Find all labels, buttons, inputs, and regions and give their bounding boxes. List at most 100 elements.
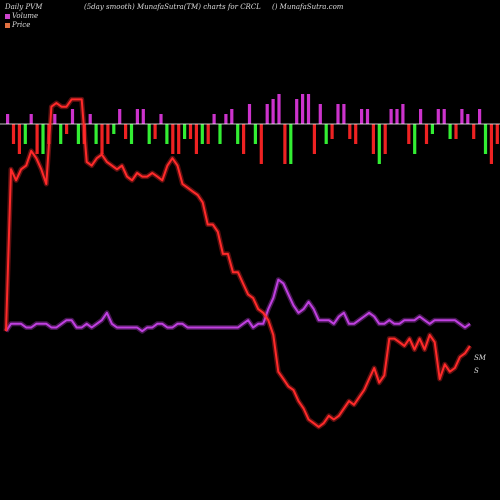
volume-bar xyxy=(106,124,110,144)
volume-bar xyxy=(306,94,311,124)
volume-bar xyxy=(424,124,429,144)
chart-title: (5day smooth) MunafaSutra(TM) charts for… xyxy=(84,3,261,11)
chart-label: Daily PVM xyxy=(5,3,43,11)
price-line xyxy=(5,98,471,428)
volume-bar xyxy=(413,124,417,154)
volume-bar xyxy=(283,124,287,164)
volume-bar xyxy=(194,124,198,154)
volume-bar xyxy=(218,124,222,144)
volume-bar xyxy=(301,94,305,124)
volume-bar xyxy=(348,124,352,139)
volume-bar xyxy=(407,124,411,144)
volume-bar xyxy=(419,109,423,124)
volume-bar xyxy=(29,114,33,124)
volume-bar xyxy=(183,124,187,139)
volume-bar xyxy=(124,124,128,139)
volume-bar xyxy=(242,124,246,154)
volume-bar xyxy=(466,114,470,124)
volume-bar xyxy=(330,124,334,139)
volume-bar xyxy=(247,104,252,124)
volume-bar xyxy=(336,104,340,124)
volume-bar xyxy=(324,124,328,144)
price-end-label: S xyxy=(474,367,479,375)
volume-bar xyxy=(159,114,163,124)
volume-bar xyxy=(383,124,387,154)
volume-bar xyxy=(88,114,92,124)
volume-bar xyxy=(118,109,122,124)
volume-bar xyxy=(147,124,151,144)
volume-bar xyxy=(135,109,139,124)
volume-bar xyxy=(206,124,210,144)
volume-bar xyxy=(11,124,16,144)
volume-bar xyxy=(165,124,169,144)
volume-bar xyxy=(483,124,488,154)
volume-bar xyxy=(17,124,21,154)
volume-bar xyxy=(277,94,281,124)
volume-bar xyxy=(342,104,346,124)
volume-bar xyxy=(23,124,27,144)
volume-bar xyxy=(230,109,234,124)
volume-bar xyxy=(129,124,134,144)
volume-bar xyxy=(177,124,181,154)
volume-bar xyxy=(454,124,458,139)
volume-bar xyxy=(212,114,216,124)
volume-bar xyxy=(395,109,399,124)
volume-bar xyxy=(389,109,393,124)
volume-bar xyxy=(59,124,63,144)
volume-bar xyxy=(448,124,452,139)
volume-bar xyxy=(377,124,381,164)
volume-bar xyxy=(436,109,440,124)
volume-bar xyxy=(259,124,263,164)
volume-bar xyxy=(289,124,293,164)
volume-bar xyxy=(312,124,316,154)
sma-line xyxy=(5,278,471,333)
volume-bar xyxy=(360,109,364,124)
volume-bars xyxy=(6,94,499,164)
volume-bar xyxy=(41,124,45,154)
legend-price: Price xyxy=(5,21,30,29)
volume-bar xyxy=(295,99,299,124)
volume-bar xyxy=(53,114,57,124)
volume-bar xyxy=(442,109,446,124)
volume-bar xyxy=(489,124,493,164)
volume-swatch-icon xyxy=(5,13,10,19)
volume-bar xyxy=(365,109,370,124)
volume-bar xyxy=(472,124,476,139)
volume-bar xyxy=(94,124,98,144)
volume-bar xyxy=(141,109,145,124)
volume-bar xyxy=(188,124,193,139)
volume-bar xyxy=(70,109,75,124)
volume-bar xyxy=(76,124,80,144)
volume-bar xyxy=(35,124,39,154)
volume-bar xyxy=(271,99,275,124)
legend-volume-label: Volume xyxy=(12,12,39,20)
volume-bar xyxy=(112,124,116,134)
volume-bar xyxy=(65,124,69,134)
volume-bar xyxy=(430,124,434,134)
volume-bar xyxy=(153,124,157,139)
site-credit: () MunafaSutra.com xyxy=(272,3,344,11)
legend-price-label: Price xyxy=(12,21,31,29)
volume-bar xyxy=(171,124,175,154)
volume-bar xyxy=(224,114,228,124)
volume-bar xyxy=(371,124,375,154)
volume-bar xyxy=(495,124,499,144)
volume-bar xyxy=(265,104,269,124)
volume-bar xyxy=(478,109,482,124)
volume-bar xyxy=(100,124,104,154)
volume-bar xyxy=(460,109,464,124)
volume-bar xyxy=(253,124,257,144)
sma-series xyxy=(3,277,472,334)
volume-bar xyxy=(401,104,405,124)
volume-bar xyxy=(6,114,10,124)
volume-bar xyxy=(354,124,358,144)
price-swatch-icon xyxy=(5,22,10,28)
volume-bar xyxy=(200,124,204,144)
volume-bar xyxy=(318,104,322,124)
legend-volume: Volume xyxy=(5,12,38,20)
price-series xyxy=(3,96,473,430)
volume-bar xyxy=(236,124,240,144)
sma-end-label: SM xyxy=(474,354,487,362)
